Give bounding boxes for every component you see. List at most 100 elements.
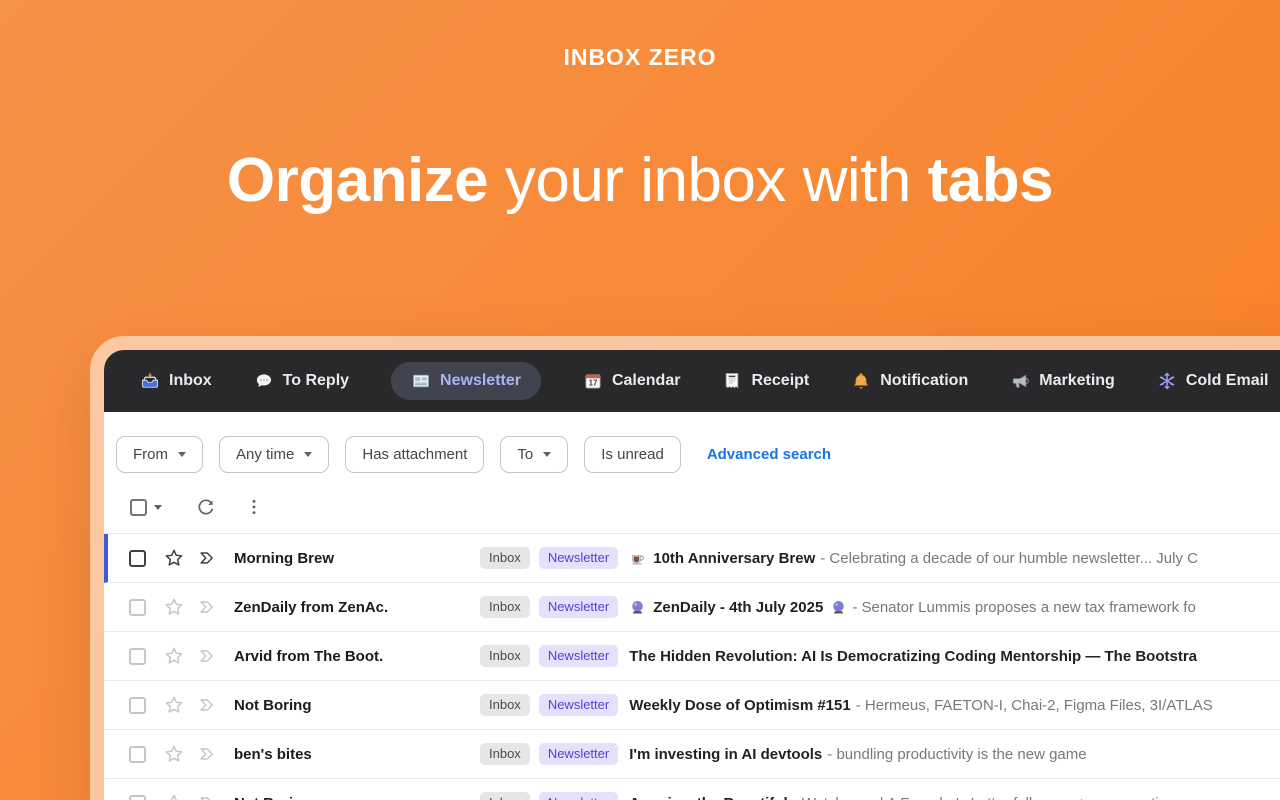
svg-text:17: 17: [589, 379, 598, 388]
bell-icon: [851, 371, 871, 391]
email-subject-line: America, the Beautiful - Watch now | A F…: [629, 795, 1280, 800]
importance-marker-icon[interactable]: [197, 694, 219, 716]
filter-chip-any-time[interactable]: Any time: [219, 436, 330, 473]
newsletter-badge: Newsletter: [538, 595, 619, 619]
row-checkbox[interactable]: [129, 549, 146, 567]
importance-marker-icon[interactable]: [197, 792, 219, 800]
star-icon[interactable]: [163, 596, 185, 618]
tab-inbox[interactable]: Inbox: [140, 371, 212, 391]
tab-cold-email[interactable]: Cold Email: [1157, 371, 1269, 391]
chip-label: Has attachment: [362, 446, 468, 463]
row-checkbox[interactable]: [129, 745, 146, 763]
importance-marker-icon[interactable]: [197, 743, 219, 765]
app-window-ring: Inbox To Reply Newsletter 17 Calendar Re…: [90, 336, 1280, 800]
email-row[interactable]: Not Boring Inbox Newsletter America, the…: [104, 779, 1280, 800]
refresh-icon: [198, 499, 214, 515]
inbox-badge: Inbox: [480, 693, 530, 717]
newsletter-badge: Newsletter: [538, 644, 619, 668]
inbox-badge: Inbox: [480, 791, 530, 800]
email-subject-line: 10th Anniversary Brew - Celebrating a de…: [629, 550, 1280, 567]
chip-label: Any time: [236, 446, 295, 463]
row-checkbox[interactable]: [129, 598, 146, 616]
row-checkbox[interactable]: [129, 647, 146, 665]
email-snippet: - Hermeus, FAETON-I, Chai-2, Figma Files…: [855, 696, 1213, 714]
email-row[interactable]: Not Boring Inbox Newsletter Weekly Dose …: [104, 681, 1280, 730]
tab-marketing[interactable]: Marketing: [1010, 371, 1115, 391]
row-checkbox[interactable]: [129, 696, 146, 714]
filter-chip-to[interactable]: To: [500, 436, 569, 473]
tab-to-reply[interactable]: To Reply: [254, 371, 349, 391]
receipt-icon: [722, 371, 742, 391]
email-subject: America, the Beautiful: [629, 795, 787, 800]
headline: Organize your inbox with tabs: [0, 145, 1280, 216]
advanced-search-link[interactable]: Advanced search: [706, 446, 832, 463]
kebab-menu-icon: [252, 499, 256, 515]
filter-chip-from[interactable]: From: [116, 436, 203, 473]
tab-newsletter[interactable]: Newsletter: [391, 362, 541, 400]
star-icon[interactable]: [163, 694, 185, 716]
email-subject: ZenDaily - 4th July 2025: [653, 598, 824, 616]
newspaper-icon: [411, 371, 431, 391]
star-icon[interactable]: [163, 547, 185, 569]
tab-label: Inbox: [169, 372, 212, 389]
chip-label: To: [517, 446, 534, 463]
row-checkbox[interactable]: [129, 794, 146, 800]
email-snippet: - Watch now | A Founder's Letter follow-…: [793, 795, 1191, 800]
email-subject: The Hidden Revolution: AI Is Democratizi…: [629, 647, 1198, 665]
email-row[interactable]: Morning Brew Inbox Newsletter 10th Anniv…: [104, 534, 1280, 583]
newsletter-badge: Newsletter: [538, 791, 619, 800]
star-icon[interactable]: [163, 743, 185, 765]
more-options-button[interactable]: [244, 497, 264, 517]
filter-bar: From Any time Has attachment To Is unrea…: [104, 412, 1280, 473]
headline-bold-start: Organize: [226, 146, 489, 215]
email-list: Morning Brew Inbox Newsletter 10th Anniv…: [104, 533, 1280, 800]
email-row[interactable]: Arvid from The Boot. Inbox Newsletter Th…: [104, 632, 1280, 681]
calendar-icon: 17: [583, 371, 603, 391]
email-snippet: - Celebrating a decade of our humble new…: [820, 549, 1198, 567]
tab-receipt[interactable]: Receipt: [722, 371, 809, 391]
newsletter-badge: Newsletter: [538, 546, 619, 570]
chevron-down-icon: [543, 452, 552, 457]
inbox-badge: Inbox: [480, 546, 530, 570]
select-dropdown-icon[interactable]: [154, 504, 162, 510]
inbox-badge: Inbox: [480, 644, 530, 668]
email-subject: I'm investing in AI devtools: [629, 745, 823, 763]
tab-label: Receipt: [751, 372, 810, 389]
email-snippet: - bundling productivity is the new game: [827, 745, 1087, 763]
headline-middle: your inbox with: [488, 146, 928, 215]
speech-balloon-icon: [254, 371, 274, 391]
tab-bar: Inbox To Reply Newsletter 17 Calendar Re…: [104, 350, 1280, 412]
tab-label: To Reply: [282, 372, 350, 389]
tab-label: Calendar: [611, 372, 681, 389]
newsletter-badge: Newsletter: [538, 693, 619, 717]
inbox-badge: Inbox: [480, 742, 530, 766]
email-row[interactable]: ben's bites Inbox Newsletter I'm investi…: [104, 730, 1280, 779]
crystal-ball-icon: [830, 599, 847, 616]
tab-label: Marketing: [1039, 372, 1115, 389]
refresh-button[interactable]: [196, 497, 216, 517]
chevron-down-icon: [178, 452, 186, 457]
star-icon[interactable]: [163, 645, 185, 667]
email-subject-line: I'm investing in AI devtools - bundling …: [629, 746, 1280, 763]
list-toolbar: [104, 473, 1280, 533]
star-icon[interactable]: [163, 792, 185, 800]
filter-chip-is-unread[interactable]: Is unread: [584, 436, 681, 473]
email-sender: Arvid from The Boot.: [234, 647, 384, 665]
importance-marker-icon[interactable]: [197, 645, 219, 667]
megaphone-icon: [1010, 371, 1030, 391]
select-all-checkbox[interactable]: [130, 498, 147, 516]
brand-title: INBOX ZERO: [563, 44, 717, 70]
importance-marker-icon[interactable]: [197, 596, 219, 618]
tab-calendar[interactable]: 17 Calendar: [583, 371, 680, 391]
importance-marker-icon[interactable]: [197, 547, 219, 569]
email-row[interactable]: ZenDaily from ZenAc. Inbox Newsletter Ze…: [104, 583, 1280, 632]
email-sender: Not Boring: [234, 696, 312, 714]
chip-label: From: [133, 446, 168, 463]
tab-notification[interactable]: Notification: [851, 371, 968, 391]
email-snippet: - Senator Lummis proposes a new tax fram…: [852, 598, 1196, 616]
filter-chip-has-attachment[interactable]: Has attachment: [345, 436, 485, 473]
email-subject-line: ZenDaily - 4th July 2025 - Senator Lummi…: [629, 599, 1280, 616]
headline-bold-end: tabs: [927, 146, 1054, 215]
chip-label: Is unread: [601, 446, 664, 463]
inbox-badge: Inbox: [480, 595, 530, 619]
